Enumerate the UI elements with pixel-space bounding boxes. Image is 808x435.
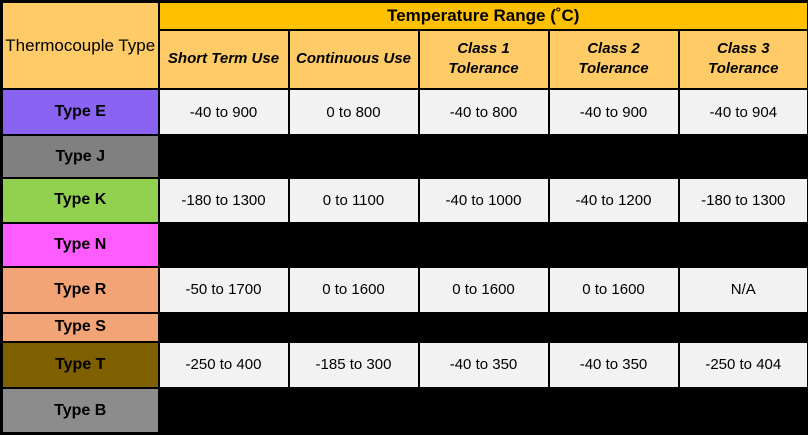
table-row-type-e: Type E -40 to 900 0 to 800 -40 to 800 -4… — [0, 88, 808, 137]
cell-value: -40 to 904 — [677, 88, 808, 137]
row-label-type-k: Type K — [0, 176, 160, 225]
cell-value: -180 to 1300 — [677, 176, 808, 225]
cell-value: 0 to 1600 — [287, 266, 420, 314]
cell-value: 0 to 800 — [287, 88, 420, 137]
table-row-type-r: Type R -50 to 1700 0 to 1600 0 to 1600 0… — [0, 266, 808, 314]
column-header-class-3-tolerance: Class 3 Tolerance — [677, 28, 808, 91]
cell-value: -40 to 350 — [547, 340, 680, 390]
cell-value: -185 to 300 — [287, 340, 420, 390]
row-label-type-t: Type T — [0, 340, 160, 390]
table-row-type-n: Type N — [0, 221, 808, 269]
redacted-cells — [157, 134, 808, 179]
table-row-type-b: Type B — [0, 387, 808, 435]
cell-value: 0 to 1600 — [417, 266, 550, 314]
redacted-cells — [157, 221, 808, 269]
cell-value: -40 to 1000 — [417, 176, 550, 225]
cell-value: -180 to 1300 — [157, 176, 290, 225]
row-label-type-s: Type S — [0, 311, 160, 343]
cell-value: N/A — [677, 266, 808, 314]
cell-value: -40 to 900 — [157, 88, 290, 137]
header-row-columns: Short Term Use Continuous Use Class 1 To… — [2, 28, 808, 91]
cell-value: -40 to 350 — [417, 340, 550, 390]
corner-header-thermocouple-type: Thermocouple Type — [0, 0, 160, 91]
row-label-type-e: Type E — [0, 88, 160, 137]
redacted-cells — [157, 311, 808, 343]
cell-value: -250 to 404 — [677, 340, 808, 390]
cell-value: -50 to 1700 — [157, 266, 290, 314]
row-label-type-n: Type N — [0, 221, 160, 269]
header-row-group: Thermocouple Type Temperature Range (˚C) — [0, 0, 808, 91]
column-header-continuous-use: Continuous Use — [287, 28, 420, 91]
cell-value: -250 to 400 — [157, 340, 290, 390]
cell-value: -40 to 800 — [417, 88, 550, 137]
cell-value: -40 to 1200 — [547, 176, 680, 225]
cell-value: -40 to 900 — [547, 88, 680, 137]
column-header-class-1-tolerance: Class 1 Tolerance — [417, 28, 550, 91]
group-header-temperature-range: Temperature Range (˚C) — [157, 0, 808, 31]
cell-value: 0 to 1600 — [547, 266, 680, 314]
row-label-type-r: Type R — [0, 266, 160, 314]
redacted-cells — [157, 387, 808, 435]
table-row-type-j: Type J — [0, 134, 808, 179]
row-label-type-b: Type B — [0, 387, 160, 435]
column-header-short-term-use: Short Term Use — [157, 28, 290, 91]
table-row-type-s: Type S — [0, 311, 808, 343]
cell-value: 0 to 1100 — [287, 176, 420, 225]
table-row-type-t: Type T -250 to 400 -185 to 300 -40 to 35… — [0, 340, 808, 390]
table-row-type-k: Type K -180 to 1300 0 to 1100 -40 to 100… — [0, 176, 808, 225]
column-header-class-2-tolerance: Class 2 Tolerance — [547, 28, 680, 91]
row-label-type-j: Type J — [0, 134, 160, 179]
